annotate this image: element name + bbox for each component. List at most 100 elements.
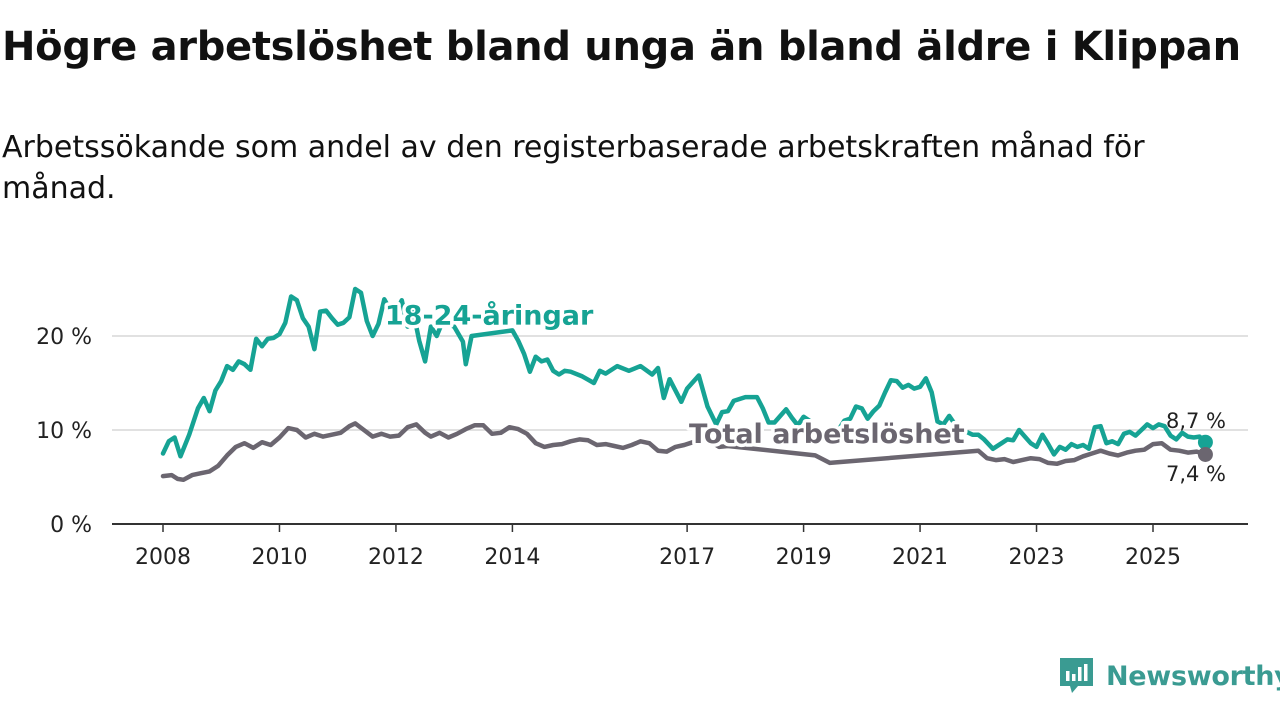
data-point — [673, 445, 677, 449]
data-point — [353, 287, 357, 291]
data-point — [1174, 437, 1178, 441]
brand-name: Newsworthy — [1106, 660, 1280, 692]
data-point — [1037, 457, 1041, 461]
y-tick-label: 10 % — [36, 419, 92, 444]
data-point — [423, 431, 427, 435]
brand-logo: Newsworthy — [1058, 654, 1280, 698]
data-point — [318, 310, 322, 314]
data-point — [1145, 422, 1149, 426]
data-point — [307, 325, 311, 329]
data-point — [295, 298, 299, 302]
data-point — [726, 409, 730, 413]
data-point — [662, 396, 666, 400]
data-point — [342, 321, 346, 325]
data-point — [697, 373, 701, 377]
data-point — [208, 409, 212, 413]
x-tick-label: 2019 — [776, 545, 832, 570]
series-line-youth — [160, 286, 1208, 459]
data-point — [551, 369, 555, 373]
series-end-marker — [1197, 434, 1213, 450]
data-point — [1040, 433, 1044, 437]
series-annotation-halo: Total arbetslöshet — [689, 419, 965, 450]
data-point — [464, 427, 468, 431]
data-point — [1011, 438, 1015, 442]
data-point — [365, 319, 369, 323]
data-point — [272, 336, 276, 340]
data-point — [639, 364, 643, 368]
data-point — [1035, 445, 1039, 449]
data-point — [455, 432, 459, 436]
x-tick-label: 2021 — [892, 545, 948, 570]
data-point — [854, 405, 858, 409]
data-point — [1128, 430, 1132, 434]
data-point — [176, 477, 180, 481]
x-tick-label: 2008 — [135, 545, 191, 570]
data-point — [379, 432, 383, 436]
data-point — [438, 431, 442, 435]
data-point — [397, 434, 401, 438]
data-point — [895, 379, 899, 383]
data-point — [321, 435, 325, 439]
data-point — [1168, 434, 1172, 438]
data-point — [656, 449, 660, 453]
data-point — [1072, 458, 1076, 462]
data-point — [976, 433, 980, 437]
data-point — [336, 323, 340, 327]
data-point — [178, 454, 182, 458]
data-point — [1104, 441, 1108, 445]
data-point — [947, 414, 951, 418]
data-point — [1023, 435, 1027, 439]
data-point — [545, 358, 549, 362]
data-point — [187, 433, 191, 437]
data-point — [499, 431, 503, 435]
data-point — [196, 406, 200, 410]
data-point — [208, 469, 212, 473]
annotation-total: Total arbetslöshet — [689, 419, 965, 450]
data-point — [324, 309, 328, 313]
data-point — [1125, 451, 1129, 455]
data-point — [1029, 456, 1033, 460]
data-point — [755, 395, 759, 399]
data-point — [339, 431, 343, 435]
series-end-label: 8,7 % — [1166, 409, 1226, 433]
y-tick-label: 20 % — [36, 325, 92, 350]
data-point — [301, 316, 305, 320]
data-point — [560, 442, 564, 446]
data-point — [813, 453, 817, 457]
data-point — [743, 395, 747, 399]
data-point — [423, 359, 427, 363]
series-end-label: 7,4 % — [1166, 462, 1226, 486]
data-point — [668, 377, 672, 381]
data-point — [528, 370, 532, 374]
data-point — [534, 441, 538, 445]
data-point — [871, 409, 875, 413]
data-point — [732, 399, 736, 403]
data-point — [199, 471, 203, 475]
data-point — [225, 453, 229, 457]
data-point — [516, 427, 520, 431]
data-point — [1107, 452, 1111, 456]
data-point — [248, 368, 252, 372]
data-point — [1116, 453, 1120, 457]
y-tick-label: 0 % — [50, 513, 92, 538]
data-point — [630, 443, 634, 447]
data-point — [170, 473, 174, 477]
data-point — [994, 458, 998, 462]
data-point — [1186, 451, 1190, 455]
data-point — [682, 443, 686, 447]
data-point — [473, 423, 477, 427]
data-point — [525, 432, 529, 436]
data-point — [1192, 436, 1196, 440]
data-point — [1122, 432, 1126, 436]
data-point — [353, 421, 357, 425]
data-point — [1081, 454, 1085, 458]
data-point — [1157, 422, 1161, 426]
data-point — [1000, 441, 1004, 445]
data-point — [330, 433, 334, 437]
data-point — [930, 390, 934, 394]
data-point — [627, 369, 631, 373]
data-point — [283, 321, 287, 325]
data-point — [417, 339, 421, 343]
data-point — [778, 414, 782, 418]
